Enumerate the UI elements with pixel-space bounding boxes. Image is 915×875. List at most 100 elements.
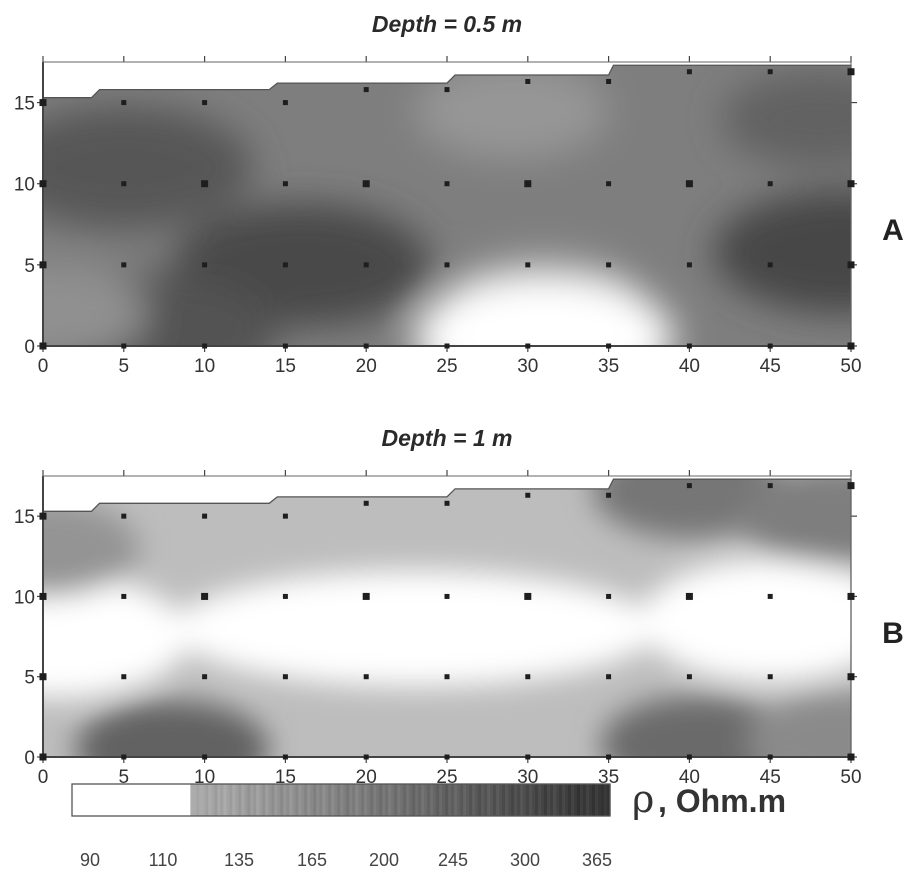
measurement-point-a-24 <box>201 180 209 188</box>
measurement-point-a-38 <box>444 87 450 93</box>
x-tick-label-a-7: 35 <box>598 356 619 377</box>
anomaly-a-5 <box>414 65 609 160</box>
measurement-point-a-27 <box>444 181 450 187</box>
colorbar-stripe-77 <box>421 784 425 816</box>
measurement-point-b-26 <box>362 592 370 600</box>
measurement-point-b-0 <box>39 753 47 761</box>
measurement-point-a-16 <box>444 262 450 268</box>
colorbar-stripe-13 <box>229 784 233 816</box>
measurement-point-a-3 <box>282 343 288 349</box>
measurement-point-b-23 <box>121 593 127 599</box>
measurement-point-b-18 <box>606 674 612 680</box>
colorbar-stripe-19 <box>247 784 251 816</box>
colorbar-stripe-28 <box>274 784 278 816</box>
colorbar-stripe-52 <box>346 784 350 816</box>
anomaly-a-4 <box>721 70 851 168</box>
measurement-point-a-0 <box>39 342 47 350</box>
colorbar-stripe-125 <box>565 784 569 816</box>
colorbar-title-symbol: ρ <box>632 777 654 821</box>
measurement-point-b-12 <box>121 674 127 680</box>
measurement-point-a-10 <box>847 342 855 350</box>
anomaly-a-7 <box>414 276 674 346</box>
y-tick-label-a-3: 15 <box>14 94 35 115</box>
colorbar-stripe-31 <box>283 784 287 816</box>
measurement-point-a-43 <box>847 68 855 76</box>
colorbar-stripe-15 <box>235 784 239 816</box>
measurement-point-a-14 <box>282 262 288 268</box>
colorbar-stripe-24 <box>262 784 266 816</box>
x-tick-label-a-1: 5 <box>119 356 130 377</box>
measurement-point-b-2 <box>202 754 208 760</box>
colorbar-stripe-1 <box>193 784 197 816</box>
measurement-point-b-43 <box>847 482 855 490</box>
measurement-point-b-42 <box>767 483 773 489</box>
x-tick-label-b-10: 50 <box>840 767 861 788</box>
y-tick-label-b-2: 10 <box>14 587 35 608</box>
colorbar-stripe-67 <box>391 784 395 816</box>
colorbar-stripe-8 <box>214 784 218 816</box>
measurement-point-a-22 <box>39 180 47 188</box>
colorbar-stripe-27 <box>271 784 275 816</box>
colorbar-stripe-117 <box>541 784 545 816</box>
colorbar-stripe-14 <box>232 784 236 816</box>
colorbar-stripe-43 <box>319 784 323 816</box>
colorbar-stripe-65 <box>385 784 389 816</box>
measurement-point-b-20 <box>767 674 773 680</box>
colorbar-stripe-23 <box>259 784 263 816</box>
colorbar-label-1: 110 <box>149 850 178 870</box>
colorbar-gradient <box>72 784 611 816</box>
y-tick-label-b-1: 5 <box>24 668 35 689</box>
colorbar-stripe-85 <box>445 784 449 816</box>
colorbar-stripe-127 <box>571 784 575 816</box>
measurement-point-b-1 <box>121 754 127 760</box>
colorbar-stripe-75 <box>415 784 419 816</box>
measurement-point-b-36 <box>282 513 288 519</box>
anomaly-b-4 <box>600 695 795 757</box>
measurement-point-a-17 <box>525 262 531 268</box>
colorbar-stripe-132 <box>586 784 590 816</box>
y-tick-label-a-0: 0 <box>24 337 35 358</box>
colorbar-label-7: 365 <box>582 850 612 870</box>
chart-title-a: Depth = 0.5 m <box>372 11 522 37</box>
colorbar-stripe-36 <box>298 784 302 816</box>
colorbar-stripe-109 <box>517 784 521 816</box>
measurement-point-a-5 <box>444 343 450 349</box>
colorbar-stripe-96 <box>478 784 482 816</box>
y-tick-label-b-0: 0 <box>24 748 35 769</box>
colorbar-stripe-42 <box>316 784 320 816</box>
colorbar-stripe-86 <box>448 784 452 816</box>
colorbar-stripe-107 <box>511 784 515 816</box>
colorbar-stripe-94 <box>472 784 476 816</box>
colorbar-stripe-70 <box>400 784 404 816</box>
colorbar-stripe-61 <box>373 784 377 816</box>
colorbar-stripe-139 <box>607 784 611 816</box>
colorbar-stripe-34 <box>292 784 296 816</box>
colorbar-stripe-12 <box>226 784 230 816</box>
measurement-point-a-42 <box>767 69 773 75</box>
measurement-point-a-29 <box>606 181 612 187</box>
colorbar-stripe-58 <box>364 784 368 816</box>
y-tick-label-b-3: 15 <box>14 507 35 528</box>
colorbar-stripe-53 <box>349 784 353 816</box>
measurement-point-a-1 <box>121 343 127 349</box>
measurement-point-b-5 <box>444 754 450 760</box>
colorbar-label-6: 300 <box>510 850 540 870</box>
measurement-point-a-13 <box>202 262 208 268</box>
anomaly-b-8 <box>745 692 851 757</box>
colorbar-stripe-137 <box>601 784 605 816</box>
x-tick-label-b-9: 45 <box>760 767 781 788</box>
colorbar-stripe-111 <box>523 784 527 816</box>
measurement-point-b-13 <box>202 674 208 680</box>
measurement-point-b-28 <box>524 592 532 600</box>
measurement-point-b-33 <box>39 512 47 520</box>
colorbar-stripe-11 <box>223 784 227 816</box>
measurement-point-a-33 <box>39 99 47 107</box>
colorbar-stripe-110 <box>520 784 524 816</box>
anomaly-b-7 <box>43 500 140 597</box>
x-tick-label-b-6: 30 <box>517 767 538 788</box>
colorbar-stripe-112 <box>526 784 530 816</box>
colorbar-stripe-119 <box>547 784 551 816</box>
colorbar-stripe-89 <box>457 784 461 816</box>
measurement-point-a-40 <box>606 78 612 84</box>
colorbar-stripe-37 <box>301 784 305 816</box>
